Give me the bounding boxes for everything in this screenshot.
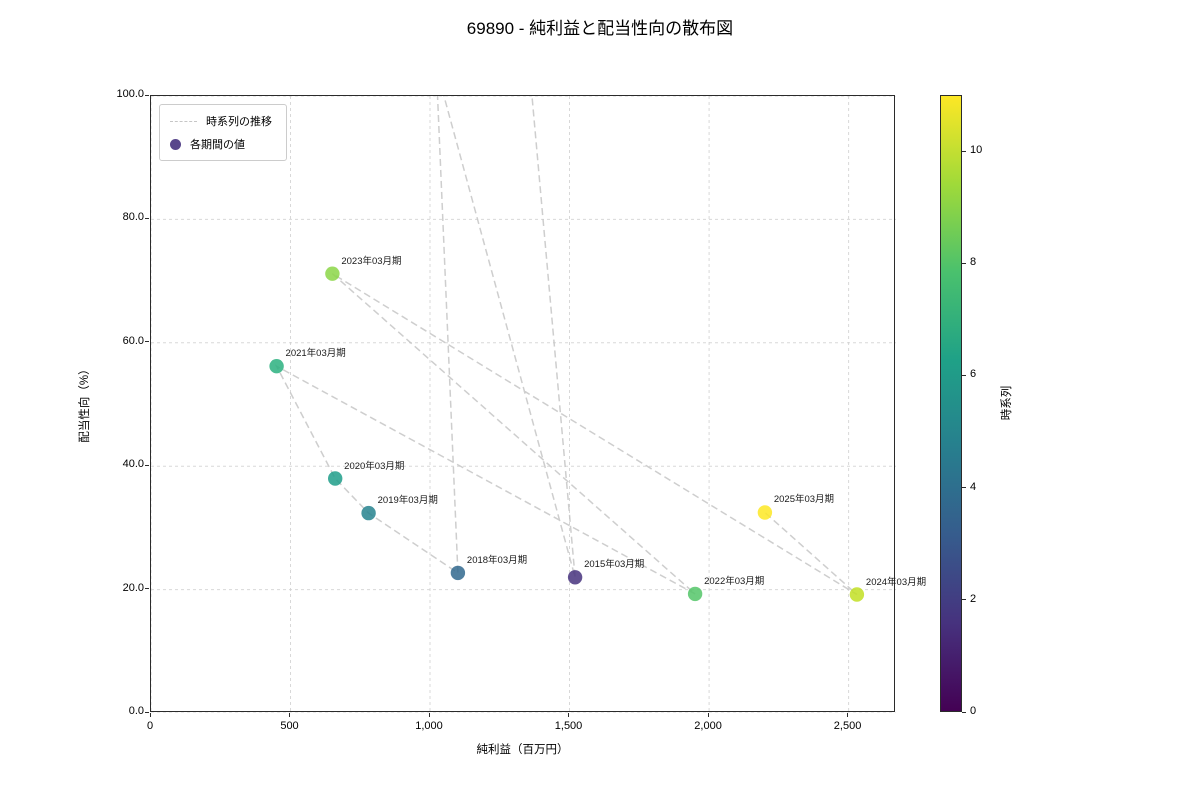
legend: 時系列の推移 各期間の値 <box>159 104 287 161</box>
y-tick-label: 100.0 <box>116 88 144 100</box>
point-annotation: 2020年03月期 <box>344 460 405 472</box>
y-tick-label: 40.0 <box>122 458 144 471</box>
legend-trail-label: 時系列の推移 <box>206 116 272 128</box>
x-tick-mark <box>568 713 570 717</box>
colorbar-tick-label: 4 <box>970 480 977 493</box>
data-point <box>687 586 703 602</box>
x-tick-mark <box>428 713 430 717</box>
point-annotation: 2018年03月期 <box>466 554 528 566</box>
colorbar-tick-mark <box>962 374 966 376</box>
colorbar-tick-mark <box>962 599 966 601</box>
legend-item-point: 各期間の値 <box>170 136 272 152</box>
data-point <box>849 587 865 602</box>
colorbar-tick-mark <box>962 487 966 489</box>
legend-point-label: 各期間の値 <box>190 139 245 151</box>
data-point <box>328 471 343 486</box>
y-tick-mark <box>145 217 149 219</box>
x-axis-label: 純利益（百万円） <box>476 744 569 756</box>
colorbar-tick-label: 8 <box>970 256 977 269</box>
point-annotation: 2021年03月期 <box>285 348 346 360</box>
x-tick-label: 0 <box>146 720 154 732</box>
x-tick-label: 1,500 <box>554 720 583 732</box>
point-annotation: 2025年03月期 <box>773 494 835 506</box>
y-tick-label: 80.0 <box>122 211 144 224</box>
colorbar <box>940 95 962 712</box>
data-point <box>269 359 284 374</box>
y-tick-mark <box>145 588 149 590</box>
point-annotation: 2022年03月期 <box>704 575 765 587</box>
x-tick-label: 500 <box>280 720 299 732</box>
point-annotation: 2024年03月期 <box>865 576 927 588</box>
x-tick-label: 1,000 <box>415 720 443 732</box>
point-swatch-icon <box>170 138 181 150</box>
y-tick-mark <box>145 711 149 713</box>
colorbar-tick-label: 10 <box>970 144 983 157</box>
dashed-line-swatch-icon <box>170 120 197 122</box>
x-tick-mark <box>707 713 709 717</box>
x-tick-mark <box>847 713 849 717</box>
scatter-canvas <box>151 96 896 713</box>
colorbar-tick-mark <box>962 711 966 713</box>
y-tick-label: 60.0 <box>122 334 144 347</box>
x-tick-mark <box>149 713 151 717</box>
data-point <box>567 570 583 585</box>
point-annotation: 2015年03月期 <box>584 559 645 571</box>
x-tick-label: 2,000 <box>694 720 722 732</box>
y-tick-mark <box>145 341 149 343</box>
colorbar-tick-label: 6 <box>970 368 977 381</box>
data-point <box>361 505 376 521</box>
colorbar-label: 時系列 <box>1001 385 1013 421</box>
timeseries-trail-line <box>274 96 858 596</box>
colorbar-tick-mark <box>962 150 966 152</box>
y-tick-mark <box>145 464 149 466</box>
y-tick-label: 20.0 <box>122 581 144 594</box>
legend-item-trail: 時系列の推移 <box>170 113 272 129</box>
x-tick-label: 2,500 <box>833 720 862 732</box>
colorbar-tick-label: 2 <box>970 592 977 605</box>
plot-area: 時系列の推移 各期間の値 2015年03月期 2018年03月期 2019年03月期… <box>150 95 926 713</box>
point-annotation: 2019年03月期 <box>377 495 438 507</box>
x-tick-mark <box>289 713 290 717</box>
data-point <box>325 266 340 281</box>
data-point <box>757 505 773 520</box>
colorbar-tick-mark <box>962 262 966 264</box>
y-tick-mark <box>145 94 149 96</box>
point-annotation: 2023年03月期 <box>341 255 402 267</box>
data-point <box>450 565 466 581</box>
colorbar-tick-label: 0 <box>970 705 977 717</box>
chart-title: 69890 - 純利益と配当性向の散布図 <box>466 19 734 38</box>
y-axis-label: 配当性向（%） <box>79 363 91 443</box>
y-tick-label: 0.0 <box>128 705 144 717</box>
